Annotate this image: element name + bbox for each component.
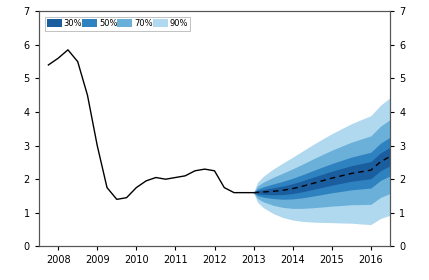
Legend: 30%, 50%, 70%, 90%: 30%, 50%, 70%, 90% (45, 17, 190, 31)
